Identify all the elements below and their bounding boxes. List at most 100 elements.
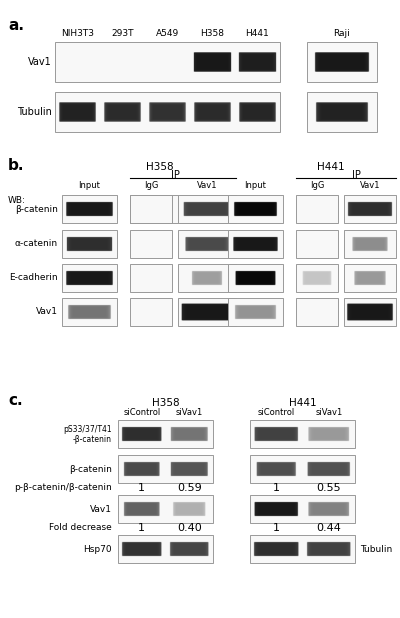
Text: Tubulin: Tubulin bbox=[17, 107, 52, 117]
Text: IP: IP bbox=[170, 170, 180, 180]
FancyBboxPatch shape bbox=[317, 53, 367, 71]
FancyBboxPatch shape bbox=[260, 464, 293, 475]
FancyBboxPatch shape bbox=[194, 272, 220, 284]
FancyBboxPatch shape bbox=[308, 502, 349, 516]
FancyBboxPatch shape bbox=[238, 307, 272, 318]
FancyBboxPatch shape bbox=[258, 428, 295, 440]
Text: 1: 1 bbox=[273, 523, 280, 533]
FancyBboxPatch shape bbox=[68, 237, 111, 251]
FancyBboxPatch shape bbox=[127, 503, 157, 515]
FancyBboxPatch shape bbox=[170, 462, 208, 476]
FancyBboxPatch shape bbox=[317, 103, 367, 122]
FancyBboxPatch shape bbox=[124, 502, 160, 516]
FancyBboxPatch shape bbox=[152, 104, 184, 120]
FancyBboxPatch shape bbox=[318, 53, 366, 70]
Text: 1: 1 bbox=[138, 523, 145, 533]
FancyBboxPatch shape bbox=[171, 462, 207, 476]
FancyBboxPatch shape bbox=[238, 203, 273, 214]
FancyBboxPatch shape bbox=[126, 429, 158, 439]
FancyBboxPatch shape bbox=[69, 203, 110, 215]
FancyBboxPatch shape bbox=[312, 428, 346, 440]
FancyBboxPatch shape bbox=[194, 102, 231, 122]
FancyBboxPatch shape bbox=[186, 305, 228, 319]
Bar bbox=[344, 195, 396, 223]
FancyBboxPatch shape bbox=[316, 53, 368, 72]
FancyBboxPatch shape bbox=[349, 202, 391, 216]
Text: Vav1: Vav1 bbox=[360, 181, 380, 190]
FancyBboxPatch shape bbox=[195, 103, 230, 121]
FancyBboxPatch shape bbox=[310, 427, 348, 441]
FancyBboxPatch shape bbox=[307, 542, 351, 556]
FancyBboxPatch shape bbox=[126, 503, 157, 515]
FancyBboxPatch shape bbox=[303, 271, 331, 285]
FancyBboxPatch shape bbox=[254, 542, 299, 556]
FancyBboxPatch shape bbox=[126, 544, 158, 554]
FancyBboxPatch shape bbox=[174, 544, 205, 554]
FancyBboxPatch shape bbox=[257, 428, 296, 441]
FancyBboxPatch shape bbox=[236, 238, 275, 250]
Text: siVav1: siVav1 bbox=[315, 408, 342, 417]
FancyBboxPatch shape bbox=[66, 237, 112, 252]
FancyBboxPatch shape bbox=[311, 543, 347, 555]
FancyBboxPatch shape bbox=[242, 55, 272, 69]
FancyBboxPatch shape bbox=[353, 237, 387, 251]
Bar bbox=[228, 298, 283, 326]
FancyBboxPatch shape bbox=[122, 427, 161, 441]
Bar bbox=[307, 42, 377, 82]
FancyBboxPatch shape bbox=[238, 306, 273, 318]
FancyBboxPatch shape bbox=[150, 103, 185, 122]
FancyBboxPatch shape bbox=[171, 427, 208, 441]
FancyBboxPatch shape bbox=[350, 203, 390, 215]
Bar bbox=[228, 230, 283, 258]
Bar bbox=[130, 230, 172, 258]
FancyBboxPatch shape bbox=[189, 239, 225, 250]
FancyBboxPatch shape bbox=[239, 53, 276, 72]
FancyBboxPatch shape bbox=[307, 542, 350, 556]
FancyBboxPatch shape bbox=[106, 103, 139, 121]
FancyBboxPatch shape bbox=[355, 239, 385, 250]
FancyBboxPatch shape bbox=[321, 55, 363, 69]
FancyBboxPatch shape bbox=[254, 426, 298, 441]
Text: 0.55: 0.55 bbox=[316, 483, 341, 493]
FancyBboxPatch shape bbox=[170, 426, 208, 441]
FancyBboxPatch shape bbox=[257, 502, 296, 515]
FancyBboxPatch shape bbox=[234, 237, 278, 251]
FancyBboxPatch shape bbox=[188, 203, 226, 214]
FancyBboxPatch shape bbox=[172, 463, 206, 475]
FancyBboxPatch shape bbox=[68, 272, 110, 284]
FancyBboxPatch shape bbox=[67, 271, 112, 285]
Text: c.: c. bbox=[8, 393, 23, 408]
FancyBboxPatch shape bbox=[315, 52, 369, 72]
FancyBboxPatch shape bbox=[124, 543, 160, 556]
FancyBboxPatch shape bbox=[60, 103, 95, 122]
FancyBboxPatch shape bbox=[352, 203, 388, 214]
FancyBboxPatch shape bbox=[196, 53, 230, 70]
FancyBboxPatch shape bbox=[236, 305, 275, 319]
FancyBboxPatch shape bbox=[234, 237, 277, 251]
FancyBboxPatch shape bbox=[357, 273, 383, 284]
FancyBboxPatch shape bbox=[254, 502, 298, 516]
FancyBboxPatch shape bbox=[356, 272, 384, 284]
FancyBboxPatch shape bbox=[71, 203, 108, 214]
FancyBboxPatch shape bbox=[172, 427, 207, 441]
FancyBboxPatch shape bbox=[258, 462, 295, 476]
FancyBboxPatch shape bbox=[255, 427, 298, 441]
FancyBboxPatch shape bbox=[256, 462, 296, 476]
FancyBboxPatch shape bbox=[350, 305, 390, 319]
Text: Fold decrease: Fold decrease bbox=[49, 523, 112, 533]
Text: Vav1: Vav1 bbox=[90, 504, 112, 514]
FancyBboxPatch shape bbox=[237, 203, 274, 215]
FancyBboxPatch shape bbox=[67, 237, 112, 251]
FancyBboxPatch shape bbox=[126, 502, 158, 515]
FancyBboxPatch shape bbox=[233, 237, 278, 252]
Bar bbox=[130, 298, 172, 326]
FancyBboxPatch shape bbox=[240, 103, 275, 122]
Text: IgG: IgG bbox=[144, 181, 158, 190]
FancyBboxPatch shape bbox=[68, 203, 110, 215]
FancyBboxPatch shape bbox=[259, 463, 293, 475]
FancyBboxPatch shape bbox=[104, 102, 141, 122]
FancyBboxPatch shape bbox=[240, 273, 272, 284]
Bar bbox=[296, 195, 338, 223]
Text: 0.40: 0.40 bbox=[177, 523, 202, 533]
Text: Input: Input bbox=[78, 181, 100, 190]
